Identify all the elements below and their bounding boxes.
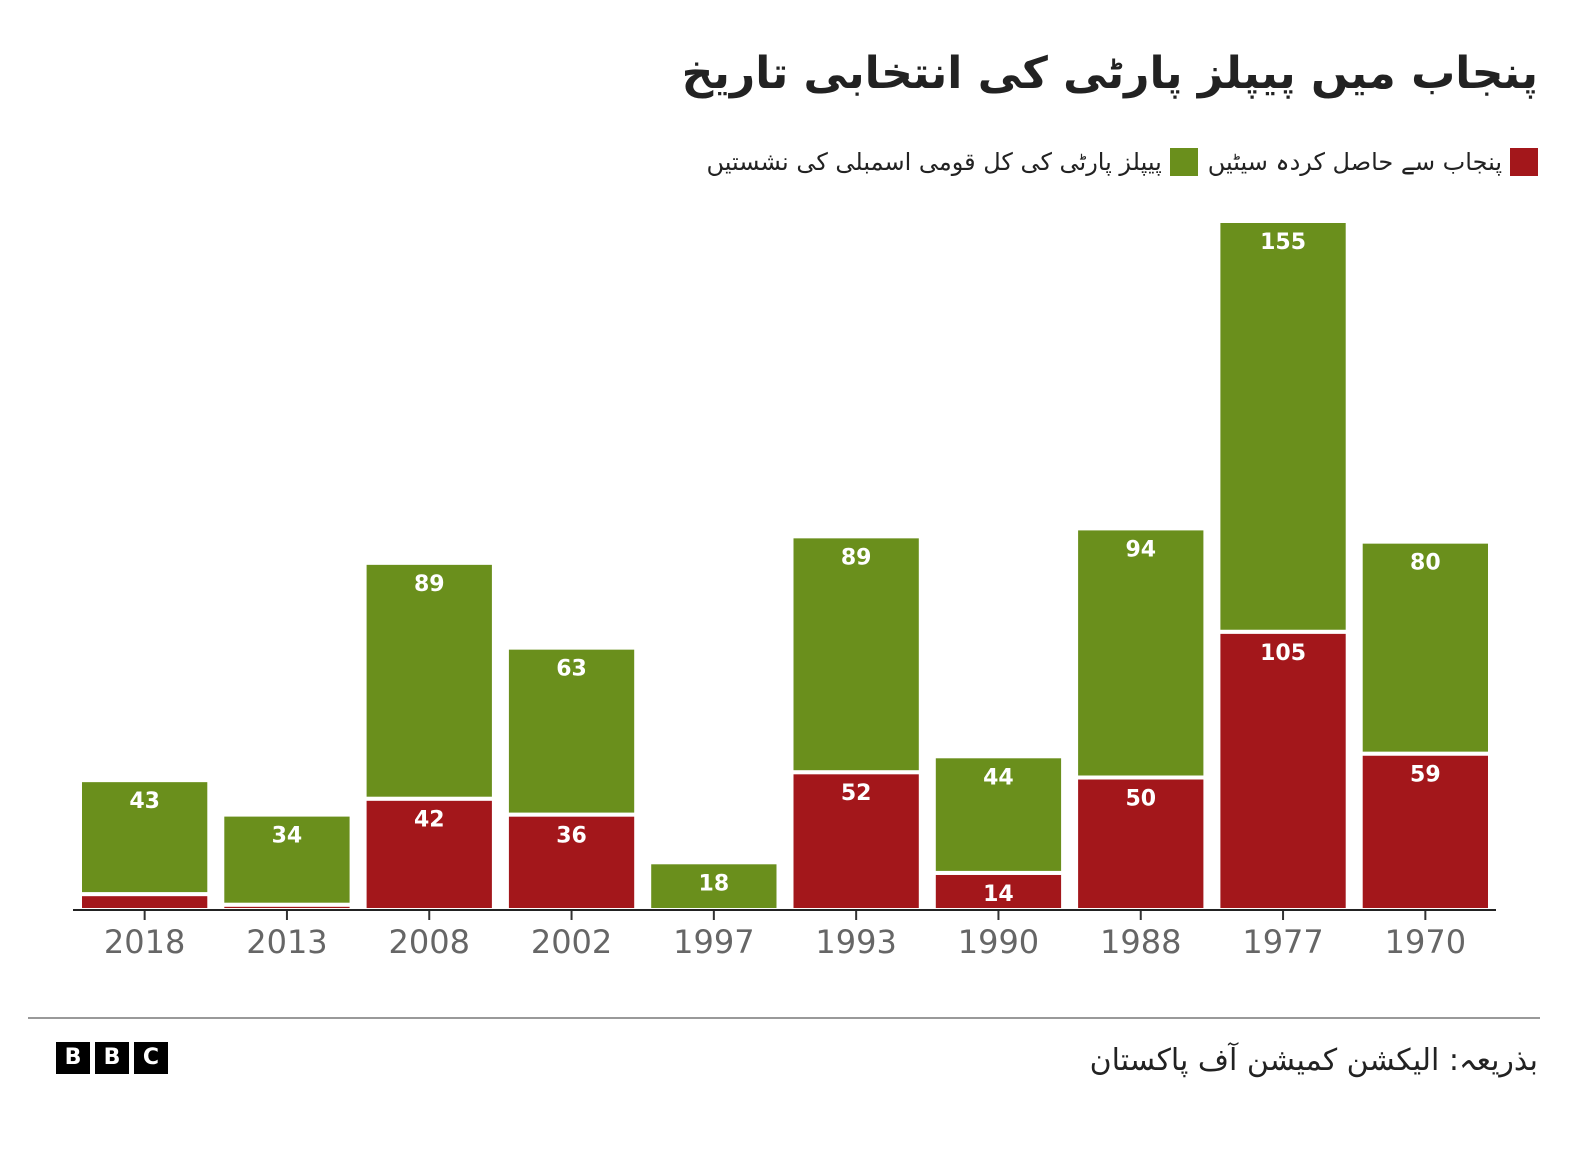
- data-label: 43: [129, 789, 160, 814]
- legend-swatch: [1169, 148, 1198, 176]
- data-label: 89: [841, 545, 872, 570]
- data-label: 105: [1260, 641, 1306, 666]
- bar-segment: [931, 754, 1066, 875]
- chart-title: پنجاب میں پیپلز پارٹی کی انتخابی تاریخ: [681, 48, 1538, 99]
- footer-rule: [28, 1017, 1540, 1019]
- data-label: 42: [414, 808, 445, 833]
- bar-segment: [1074, 775, 1208, 912]
- data-label: 89: [414, 572, 445, 597]
- logo: B B C: [56, 1042, 168, 1074]
- bar-segment: [78, 778, 212, 897]
- bar-segment: [789, 770, 923, 913]
- legend-item: پیپلز پارٹی کی کل قومی اسمبلی کی نشستیں: [706, 148, 1198, 176]
- data-label: 59: [1410, 763, 1441, 788]
- bar-segment: [1358, 539, 1492, 756]
- x-tick-label: 1997: [673, 923, 754, 961]
- logo-letter: C: [134, 1042, 168, 1074]
- data-label: 36: [556, 824, 587, 849]
- x-tick-label: 1988: [1100, 923, 1181, 961]
- data-label: 63: [556, 657, 587, 682]
- data-label: 52: [841, 781, 872, 806]
- legend-label: پیپلز پارٹی کی کل قومی اسمبلی کی نشستیں: [706, 148, 1162, 176]
- legend-item: پنجاب سے حاصل کردہ سیٹیں: [1208, 148, 1538, 176]
- bar-segment: [78, 892, 212, 912]
- x-tick-label: 2018: [104, 923, 185, 961]
- bar-segment: [1074, 526, 1208, 780]
- x-tick-label: 2008: [389, 923, 470, 961]
- legend: پنجاب سے حاصل کردہ سیٹیں پیپلز پارٹی کی ک…: [706, 148, 1538, 176]
- data-label: 155: [1260, 230, 1306, 255]
- bar-segment: [362, 560, 496, 801]
- bar-segment: [220, 812, 354, 907]
- data-label: 80: [1410, 551, 1441, 576]
- data-label: 18: [699, 871, 730, 896]
- data-label: 14: [983, 882, 1014, 907]
- source: بذریعہ: الیکشن کمیشن آف پاکستان: [1089, 1043, 1538, 1078]
- data-label: 44: [983, 765, 1014, 790]
- logo-letter: B: [95, 1042, 129, 1074]
- bar-segment: [1216, 629, 1350, 912]
- bar-segment: [1216, 219, 1350, 634]
- data-label: 34: [272, 824, 303, 849]
- legend-swatch: [1510, 148, 1538, 176]
- chart: 43 2018 34 2013 42 89 2008 36 63 2002 18 1997 52 89 19…: [73, 219, 1496, 961]
- data-label: 50: [1125, 787, 1156, 812]
- x-tick-label: 1977: [1242, 923, 1323, 961]
- bar-segment: [362, 796, 496, 913]
- x-tick-label: 1970: [1385, 923, 1466, 961]
- logo-letter: B: [56, 1042, 90, 1074]
- bar-segment: [1358, 751, 1492, 913]
- bar-segment: [789, 534, 923, 775]
- bar-segment: [504, 645, 639, 817]
- data-label: 94: [1125, 537, 1156, 562]
- x-tick-label: 2013: [246, 923, 327, 961]
- legend-label: پنجاب سے حاصل کردہ سیٹیں: [1207, 148, 1502, 176]
- x-tick-label: 2002: [531, 923, 612, 961]
- x-tick-label: 1990: [958, 923, 1039, 961]
- x-tick-label: 1993: [815, 923, 896, 961]
